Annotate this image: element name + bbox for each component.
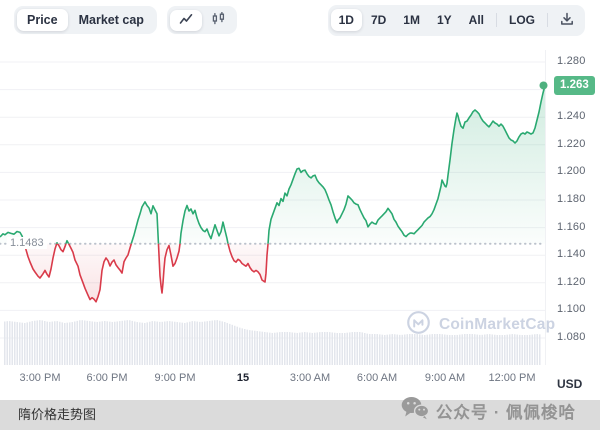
coinmarketcap-watermark-text: CoinMarketCap — [439, 316, 556, 333]
y-axis-label: 1.280 — [557, 55, 586, 67]
footer-title: 隋价格走势图 — [18, 407, 97, 422]
toolbar-divider — [547, 13, 548, 27]
coinmarketcap-watermark: CoinMarketCap — [406, 310, 555, 340]
chart-toolbar: Price Market cap 1D 7D 1M 1Y A — [14, 4, 585, 36]
baseline-price-label: 1.1483 — [7, 237, 47, 249]
y-axis-label: 1.100 — [557, 303, 586, 316]
x-axis-label: 3:00 PM — [19, 372, 61, 384]
market-cap-tab[interactable]: Market cap — [69, 9, 154, 31]
x-axis-label: 12:00 PM — [488, 372, 536, 384]
chart-type-toggle-group — [166, 6, 237, 34]
y-axis-label: 1.160 — [557, 220, 586, 233]
wechat-icon — [401, 396, 430, 425]
download-chart-button[interactable] — [552, 8, 582, 33]
y-axis-label: 1.080 — [557, 331, 586, 343]
range-1y-button[interactable]: 1Y — [429, 9, 460, 31]
line-chart-type-button[interactable] — [169, 9, 202, 31]
x-axis-label: 9:00 PM — [154, 372, 196, 384]
current-price-badge: 1.263 — [554, 75, 595, 95]
y-axis-label: 1.140 — [557, 248, 586, 261]
candlestick-chart-type-button[interactable] — [203, 9, 234, 31]
line-chart-icon — [179, 13, 193, 28]
y-axis-label: 1.200 — [557, 165, 586, 178]
toolbar-divider — [496, 13, 497, 27]
range-7d-button[interactable]: 7D — [363, 9, 394, 31]
log-scale-button[interactable]: LOG — [501, 9, 543, 31]
wechat-watermark: 公众号 · 佩佩梭哈 — [401, 396, 576, 425]
range-1d-button[interactable]: 1D — [330, 9, 362, 31]
x-axis-label: 9:00 AM — [424, 372, 466, 384]
footer-bar: 隋价格走势图 公众号 · 佩佩梭哈 — [0, 397, 600, 430]
y-axis-label: 1.240 — [557, 110, 586, 123]
x-axis-label: 3:00 AM — [289, 372, 331, 384]
currency-unit-label: USD — [557, 377, 583, 391]
download-icon — [560, 12, 574, 29]
wechat-account-text: 公众号 · 佩佩梭哈 — [435, 403, 576, 422]
range-toggle-group: 1D 7D 1M 1Y All LOG — [327, 4, 585, 36]
y-axis-label: 1.180 — [557, 193, 586, 205]
range-1m-button[interactable]: 1M — [395, 9, 428, 31]
range-all-button[interactable]: All — [461, 9, 492, 31]
x-axis-label: 6:00 AM — [356, 372, 398, 384]
x-axis-label: 15 — [236, 372, 250, 384]
price-tab[interactable]: Price — [17, 9, 68, 31]
y-axis-label: 1.120 — [557, 275, 586, 288]
metric-toggle-group: Price Market cap — [14, 6, 157, 34]
candlestick-icon — [212, 11, 225, 28]
x-axis-label: 6:00 PM — [86, 372, 128, 384]
coinmarketcap-logo-icon — [406, 310, 431, 340]
y-axis-label: 1.220 — [557, 137, 586, 150]
